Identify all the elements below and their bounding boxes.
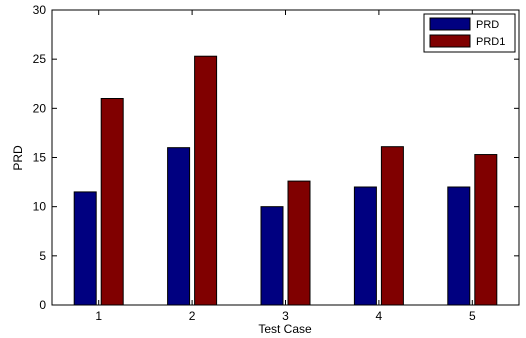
bar-prd1-3 [287,180,311,306]
legend-swatch-prd [429,17,471,31]
y-tick-label-15: 15 [33,151,47,165]
bar-prd-3 [260,206,284,306]
legend-swatch-prd1 [429,34,471,48]
x-tick-label-3: 3 [282,309,289,323]
x-axis: 1 2 3 4 5 [95,10,476,323]
x-tick-label-4: 4 [376,309,383,323]
x-tick-label-1: 1 [95,309,102,323]
bar-prd-4 [353,186,377,306]
y-tick-label-25: 25 [33,52,47,66]
legend-label-prd: PRD [476,19,499,31]
legend-label-prd1: PRD1 [476,36,505,48]
x-tick-label-5: 5 [469,309,476,323]
y-tick-label-0: 0 [39,298,46,312]
bar-prd1-5 [474,154,498,306]
y-axis: 0 5 10 15 20 25 30 [33,3,519,312]
legend: PRD PRD1 [423,13,516,53]
plot-area [51,9,520,306]
y-axis-label: PRD [11,145,25,171]
bar-prd-1 [73,191,97,306]
bars-group [73,55,498,306]
bar-prd-5 [447,186,471,306]
y-tick-label-10: 10 [33,200,47,214]
x-axis-label: Test Case [258,322,312,336]
bar-prd1-1 [100,98,124,306]
x-tick-label-2: 2 [189,309,196,323]
y-tick-label-30: 30 [33,3,47,17]
bar-prd-2 [167,147,191,306]
bar-prd1-2 [194,55,218,306]
y-tick-label-20: 20 [33,101,47,115]
y-tick-label-5: 5 [39,249,46,263]
bar-prd1-4 [380,146,404,306]
